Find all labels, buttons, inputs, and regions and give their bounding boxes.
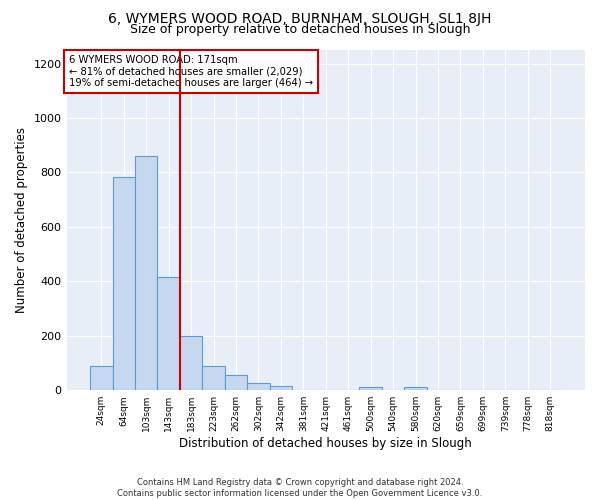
Bar <box>247 384 269 390</box>
Bar <box>113 176 135 390</box>
Text: 6, WYMERS WOOD ROAD, BURNHAM, SLOUGH, SL1 8JH: 6, WYMERS WOOD ROAD, BURNHAM, SLOUGH, SL… <box>109 12 491 26</box>
Y-axis label: Number of detached properties: Number of detached properties <box>15 127 28 313</box>
Bar <box>135 156 157 390</box>
Text: 6 WYMERS WOOD ROAD: 171sqm
← 81% of detached houses are smaller (2,029)
19% of s: 6 WYMERS WOOD ROAD: 171sqm ← 81% of deta… <box>69 55 313 88</box>
Bar <box>404 388 427 390</box>
Bar <box>225 375 247 390</box>
Text: Size of property relative to detached houses in Slough: Size of property relative to detached ho… <box>130 22 470 36</box>
Bar <box>269 386 292 390</box>
Bar <box>359 388 382 390</box>
Bar <box>180 336 202 390</box>
Bar <box>90 366 113 390</box>
Bar <box>157 278 180 390</box>
Text: Contains HM Land Registry data © Crown copyright and database right 2024.
Contai: Contains HM Land Registry data © Crown c… <box>118 478 482 498</box>
X-axis label: Distribution of detached houses by size in Slough: Distribution of detached houses by size … <box>179 437 472 450</box>
Bar <box>202 366 225 390</box>
